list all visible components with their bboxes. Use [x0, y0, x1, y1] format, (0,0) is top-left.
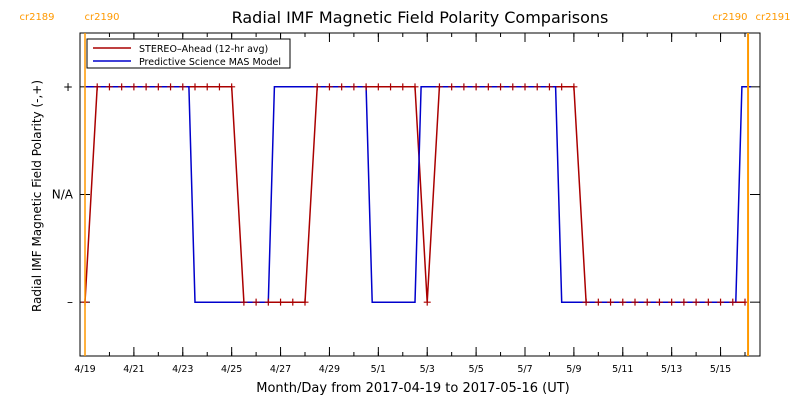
- stereo-point-marker: [154, 83, 162, 91]
- stereo-point-marker: [717, 298, 725, 306]
- stereo-point-marker: [460, 83, 468, 91]
- x-axis: 4/19 4/21 4/23 4/25 4/27 4/29 5/1 5/3 5/5 5/7 5/9 5…: [74, 33, 746, 375]
- stereo-point-marker: [203, 83, 211, 91]
- x-tick-label: 5/7: [517, 364, 532, 375]
- stereo-point-marker: [594, 298, 602, 306]
- carrington-label-right-2: cr2191: [755, 12, 790, 23]
- stereo-point-marker: [93, 83, 101, 91]
- carrington-markers: [84, 33, 750, 356]
- stereo-point-marker: [570, 83, 578, 91]
- stereo-point-marker: [105, 83, 113, 91]
- stereo-point-marker: [142, 83, 150, 91]
- stereo-point-marker: [521, 83, 529, 91]
- y-tick-label: +: [63, 80, 73, 94]
- stereo-point-marker: [655, 298, 663, 306]
- stereo-point-marker: [399, 83, 407, 91]
- stereo-point-marker: [423, 298, 431, 306]
- carrington-label-right-1: cr2190: [712, 12, 747, 23]
- x-tick-label: 4/25: [221, 364, 242, 375]
- stereo-point-marker: [497, 83, 505, 91]
- stereo-point-marker: [680, 298, 688, 306]
- stereo-point-marker: [668, 298, 676, 306]
- stereo-point-marker: [643, 298, 651, 306]
- x-tick-label: 5/15: [710, 364, 731, 375]
- stereo-point-marker: [558, 83, 566, 91]
- y-tick-label: –: [67, 295, 73, 309]
- x-tick-label: 5/1: [371, 364, 386, 375]
- stereo-point-marker: [313, 83, 321, 91]
- x-tick-label: 4/27: [270, 364, 291, 375]
- x-tick-label: 5/3: [420, 364, 435, 375]
- stereo-point-marker: [191, 83, 199, 91]
- stereo-point-marker: [472, 83, 480, 91]
- x-tick-label: 5/13: [661, 364, 682, 375]
- legend-label-stereo: STEREO–Ahead (12-hr avg): [139, 44, 268, 55]
- stereo-point-marker: [435, 83, 443, 91]
- x-tick-label: 4/23: [172, 364, 193, 375]
- stereo-point-marker: [582, 298, 590, 306]
- stereo-point-marker: [338, 83, 346, 91]
- y-axis-title: Radial IMF Magnetic Field Polarity (-,+): [30, 80, 44, 312]
- x-tick-label: 4/19: [74, 364, 95, 375]
- carrington-label-left-2: cr2190: [84, 12, 119, 23]
- stereo-point-marker: [325, 83, 333, 91]
- x-tick-label: 4/29: [319, 364, 340, 375]
- stereo-point-marker: [350, 83, 358, 91]
- stereo-point-marker: [277, 298, 285, 306]
- plot-frame: [79, 32, 761, 357]
- stereo-point-marker: [631, 298, 639, 306]
- stereo-point-marker: [362, 83, 370, 91]
- stereo-point-marker: [118, 83, 126, 91]
- stereo-point-marker: [692, 298, 700, 306]
- stereo-point-marker: [607, 298, 615, 306]
- stereo-point-marker: [509, 83, 517, 91]
- y-axis: + N/A –: [52, 80, 760, 309]
- legend: STEREO–Ahead (12-hr avg) Predictive Scie…: [86, 38, 291, 69]
- stereo-point-marker: [374, 83, 382, 91]
- stereo-point-marker: [215, 83, 223, 91]
- stereo-point-marker: [252, 298, 260, 306]
- stereo-point-marker: [484, 83, 492, 91]
- stereo-point-marker: [533, 83, 541, 91]
- stereo-point-marker: [387, 83, 395, 91]
- stereo-point-marker: [179, 83, 187, 91]
- stereo-point-marker: [301, 298, 309, 306]
- stereo-point-marker: [411, 83, 419, 91]
- x-tick-label: 5/9: [566, 364, 581, 375]
- stereo-point-marker: [167, 83, 175, 91]
- stereo-point-marker: [240, 298, 248, 306]
- stereo-point-marker: [704, 298, 712, 306]
- stereo-point-marker: [289, 298, 297, 306]
- x-tick-label: 5/11: [612, 364, 633, 375]
- stereo-point-marker: [729, 298, 737, 306]
- chart-title: Radial IMF Magnetic Field Polarity Compa…: [232, 8, 609, 27]
- carrington-label-left-1: cr2189: [19, 12, 54, 23]
- x-tick-label: 4/21: [123, 364, 144, 375]
- legend-box: [86, 38, 291, 69]
- series-layer: [81, 83, 752, 306]
- y-tick-label: N/A: [52, 188, 74, 202]
- stereo-point-marker: [545, 83, 553, 91]
- series-stereo-line: [84, 86, 745, 303]
- legend-label-mas: Predictive Science MAS Model: [139, 57, 281, 68]
- stereo-point-marker: [228, 83, 236, 91]
- x-axis-title: Month/Day from 2017-04-19 to 2017-05-16 …: [256, 381, 569, 396]
- stereo-point-marker: [130, 83, 138, 91]
- stereo-point-marker: [619, 298, 627, 306]
- series-mas-line: [85, 86, 752, 303]
- stereo-point-marker: [264, 298, 272, 306]
- x-tick-label: 5/5: [468, 364, 483, 375]
- stereo-point-marker: [448, 83, 456, 91]
